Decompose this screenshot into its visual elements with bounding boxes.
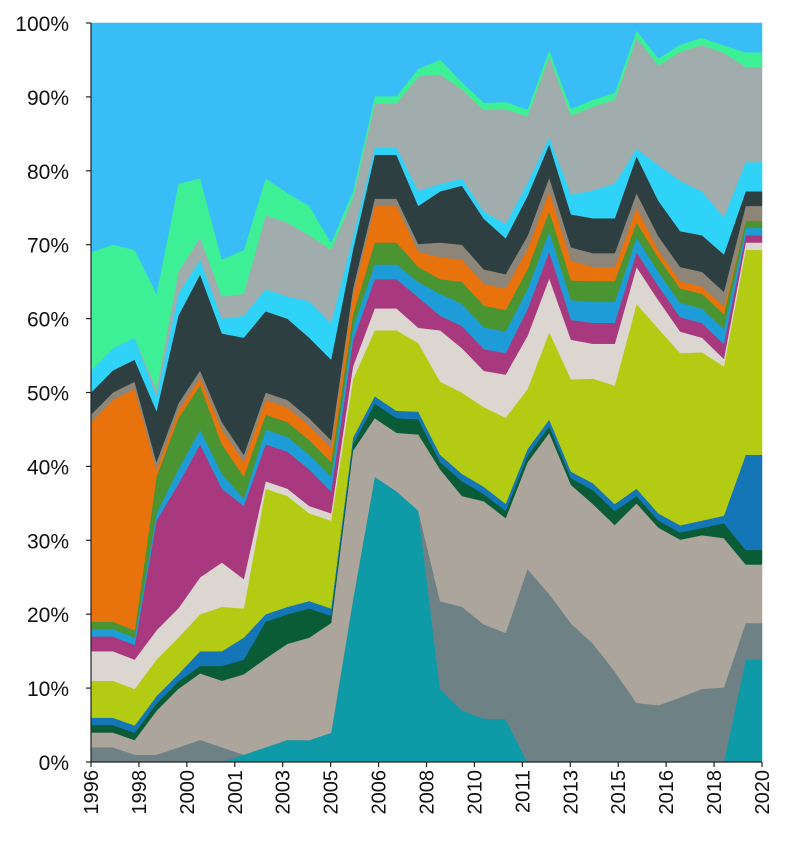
x-tick-label: 2010 — [464, 770, 486, 815]
y-tick-label: 100% — [15, 13, 69, 36]
x-tick-label: 2018 — [704, 770, 726, 815]
x-tick-label: 1998 — [129, 770, 151, 815]
x-tick-label: 2001 — [225, 770, 247, 815]
y-tick-label: 40% — [27, 456, 69, 479]
y-tick-label: 50% — [27, 383, 69, 406]
x-tick-label: 2005 — [321, 770, 343, 815]
x-tick-label: 2011 — [512, 770, 534, 813]
x-tick-label: 2013 — [560, 770, 582, 815]
y-tick-label: 30% — [27, 530, 69, 553]
y-tick-label: 70% — [27, 235, 69, 258]
y-tick-label: 60% — [27, 309, 69, 332]
y-tick-label: 0% — [39, 752, 69, 775]
areas-layer — [90, 22, 763, 763]
x-tick-label: 2006 — [369, 770, 391, 815]
x-tick-label: 2020 — [752, 770, 774, 815]
x-tick-label: 2003 — [273, 770, 295, 815]
x-tick-label: 2016 — [656, 770, 678, 815]
x-tick-label: 2015 — [608, 770, 630, 815]
x-tick-label: 2008 — [417, 770, 439, 815]
area-series-17 — [90, 22, 763, 295]
y-tick-label: 20% — [27, 604, 69, 627]
y-tick-label: 90% — [27, 87, 69, 110]
x-tick-label: 2000 — [177, 770, 199, 815]
y-tick-label: 10% — [27, 678, 69, 701]
y-tick-label: 80% — [27, 161, 69, 184]
x-tick-label: 1996 — [81, 770, 103, 815]
y-axis-ticks: 0% 10% 20% 30% 40% 50% 60% 70% 80% 90% 100% — [15, 13, 91, 775]
x-axis-ticks: 1996 1998 2000 2001 2003 2005 2006 2008 2010 2011… — [81, 762, 774, 815]
